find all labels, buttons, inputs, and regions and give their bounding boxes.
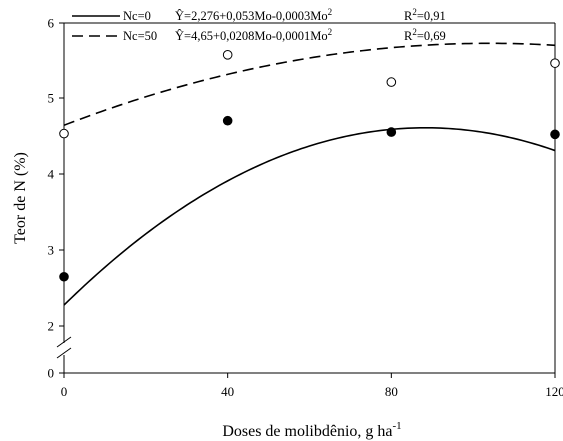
x-tick-label: 0 [61, 384, 68, 399]
y-axis-ticks: 0 2 3 4 5 6 [48, 16, 64, 381]
data-point-series-2 [550, 58, 560, 68]
data-points [59, 50, 560, 282]
x-axis-ticks: 0 40 80 120 [61, 373, 563, 399]
data-point-series-1 [59, 271, 69, 282]
legend-equation: Ŷ=4,65+0,0208Mo-0,0001Mo2 [175, 27, 332, 43]
axis-break-mark [56, 336, 72, 348]
y-axis-title: Teor de N (%) [12, 152, 29, 244]
data-point-series-1 [386, 127, 397, 137]
legend-series-name: Nc=50 [123, 29, 157, 43]
data-point-series-1 [550, 129, 560, 140]
x-tick-label: 120 [545, 384, 563, 399]
y-tick-label: 2 [48, 319, 55, 334]
x-axis-title: Doses de molibdênio, g ha-1 [222, 420, 401, 440]
y-tick-label: 5 [48, 91, 55, 106]
plot-frame [56, 22, 556, 374]
data-point-series-2 [386, 77, 397, 87]
y-tick-label: 0 [48, 366, 55, 381]
data-point-series-2 [59, 128, 69, 139]
y-tick-label: 6 [48, 16, 55, 31]
fitted-curves [63, 42, 556, 306]
data-point-series-1 [222, 115, 233, 126]
y-tick-label: 3 [48, 243, 55, 258]
data-point-series-2 [222, 50, 233, 60]
x-tick-label: 80 [385, 384, 398, 399]
x-tick-label: 40 [221, 384, 234, 399]
y-tick-label: 4 [48, 167, 55, 182]
legend-r-squared: R2=0,69 [404, 27, 446, 43]
legend-equation: Ŷ=2,276+0,053Mo-0,0003Mo2 [175, 7, 332, 23]
legend-r-squared: R2=0,91 [404, 7, 446, 23]
x-axis-title-main: Doses de molibdênio, g ha [222, 423, 392, 440]
axis-break-mark [56, 347, 72, 359]
legend-series-name: Nc=0 [123, 9, 151, 23]
fit-curve-series-2 [63, 42, 556, 127]
legend: Nc=0 Ŷ=2,276+0,053Mo-0,0003Mo2 R2=0,91 Nc=5… [72, 7, 446, 43]
fit-curve-series-1 [63, 126, 556, 306]
x-axis-title-superscript: -1 [393, 420, 402, 432]
